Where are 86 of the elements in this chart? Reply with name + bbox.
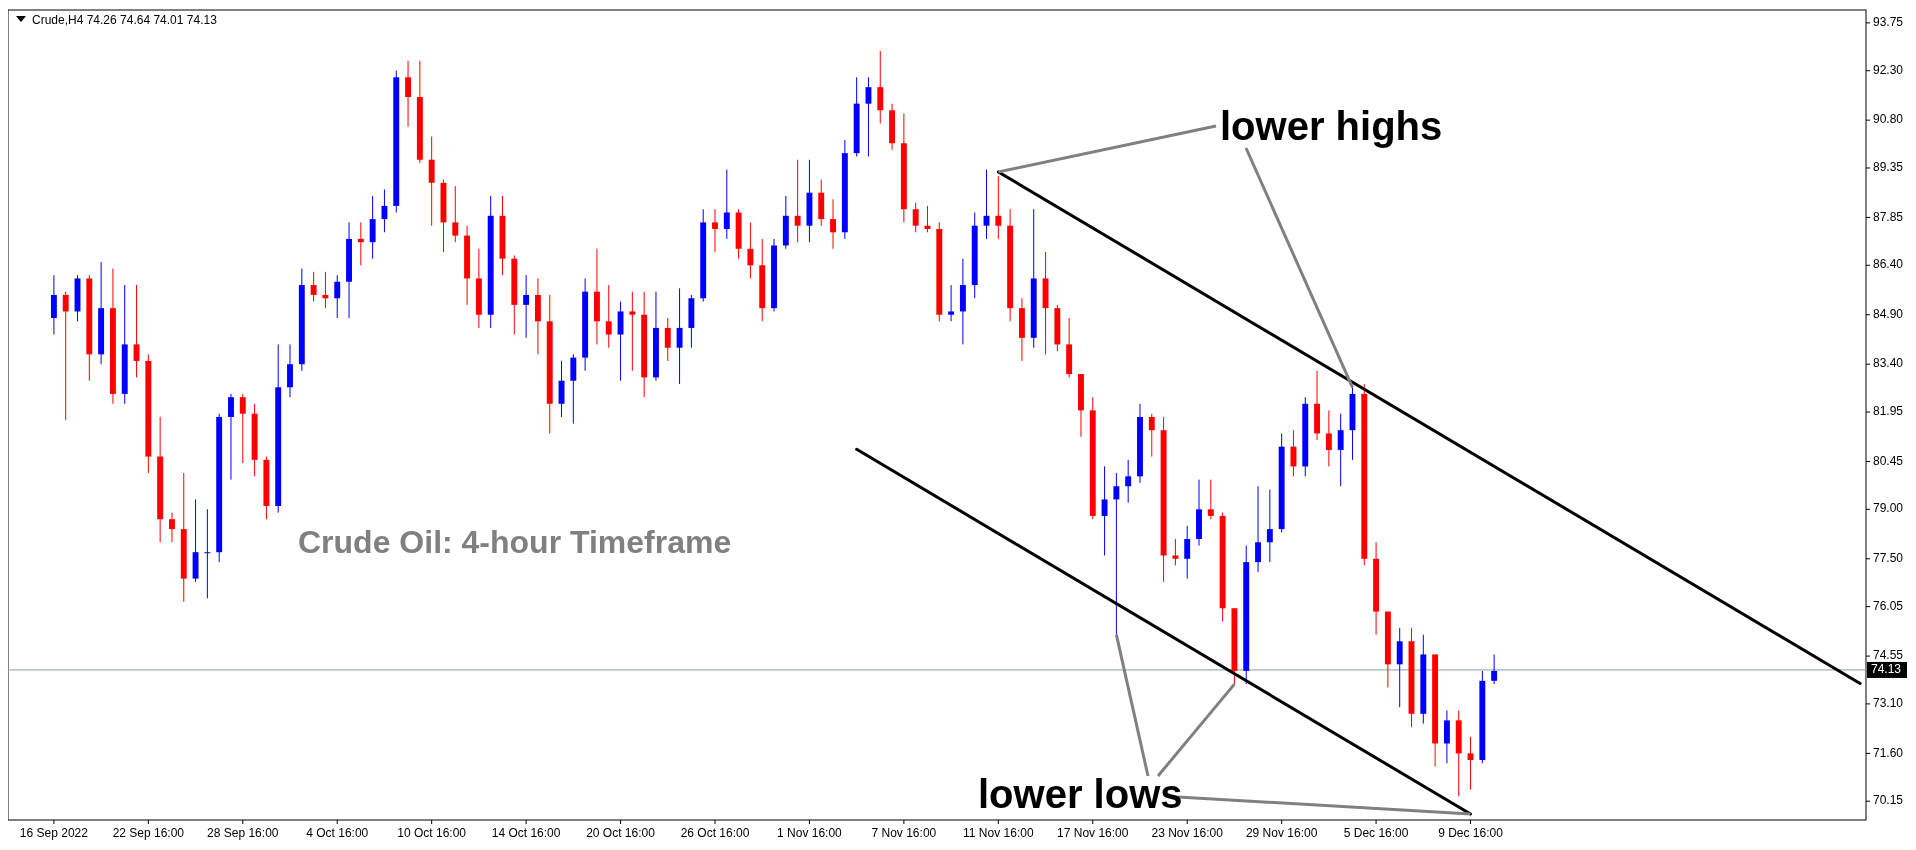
x-tick-label: 20 Oct 16:00: [586, 826, 656, 840]
y-tick-label: 73.10: [1873, 696, 1904, 711]
y-tick-label: 89.35: [1873, 160, 1904, 175]
candlestick: [995, 175, 1002, 240]
candlestick: [629, 291, 636, 372]
x-tick-label: 4 Oct 16:00: [306, 826, 369, 840]
candlestick: [1491, 653, 1498, 685]
annotation: lower highs: [1220, 104, 1443, 148]
annotation: lower lows: [978, 772, 1183, 816]
candlestick: [1290, 429, 1297, 477]
y-tick-label: 81.95: [1873, 404, 1904, 419]
x-tick-label: 26 Oct 16:00: [680, 826, 750, 840]
x-tick-label: 14 Oct 16:00: [491, 826, 561, 840]
candlestick: [1207, 479, 1214, 520]
candlestick: [1266, 489, 1273, 563]
candlestick: [1148, 413, 1155, 458]
x-tick-label: 22 Sep 16:00: [112, 826, 185, 840]
candlestick: [239, 393, 246, 464]
y-tick-label: 79.00: [1873, 501, 1904, 516]
candlestick: [1113, 472, 1120, 636]
annotation: Crude,H4 74.26 74.64 74.01 74.13: [32, 13, 218, 27]
candlestick: [877, 50, 884, 124]
y-tick-label: 84.90: [1873, 306, 1904, 321]
candlestick: [1101, 465, 1108, 556]
candlestick: [605, 284, 612, 349]
candlestick: [334, 274, 341, 319]
x-tick-label: 10 Oct 16:00: [397, 826, 467, 840]
y-tick-label: 76.05: [1873, 598, 1904, 613]
candlestick: [712, 208, 718, 253]
x-tick-label: 5 Dec 16:00: [1343, 826, 1409, 840]
candlestick: [912, 202, 919, 233]
candlestick: [830, 198, 836, 250]
candlestick: [723, 169, 730, 240]
candlestick: [357, 221, 364, 266]
y-tick-label: 83.40: [1873, 356, 1904, 371]
candlestick: [794, 159, 801, 243]
candlestick: [62, 291, 69, 421]
y-tick-label: 70.15: [1873, 793, 1904, 808]
candlestick: [169, 512, 175, 543]
candlestick: [50, 274, 57, 336]
candlestick: [1172, 538, 1179, 566]
candlestick: [1443, 710, 1450, 764]
candlestick: [570, 353, 577, 425]
candlestick: [1325, 409, 1332, 467]
candlestick: [1396, 627, 1403, 708]
candlestick: [523, 274, 530, 339]
candlestick: [369, 195, 376, 260]
candlestick: [1467, 736, 1474, 791]
y-tick-label: 80.45: [1873, 453, 1904, 468]
x-tick-label: 7 Nov 16:00: [871, 826, 937, 840]
candlestick: [676, 287, 683, 385]
y-tick-label: 86.40: [1873, 257, 1904, 272]
candlestick: [287, 343, 293, 398]
candlestick: [1125, 459, 1132, 504]
x-tick-label: 29 Nov 16:00: [1245, 826, 1318, 840]
candlestick: [228, 393, 234, 481]
candlestick: [747, 221, 754, 279]
candlestick: [405, 60, 412, 128]
y-tick-label: 92.30: [1873, 62, 1904, 77]
y-tick-label: 77.50: [1873, 550, 1904, 565]
y-tick-label: 93.75: [1873, 15, 1904, 30]
candlestick: [204, 508, 211, 599]
candlestick: [948, 284, 955, 322]
y-tick-label: 74.55: [1873, 648, 1904, 663]
candlestick: [1337, 413, 1344, 487]
x-tick-label: 1 Nov 16:00: [777, 826, 843, 840]
y-tick-label: 87.85: [1873, 209, 1904, 224]
ref-line-label: 74.13: [1871, 662, 1902, 677]
x-tick-label: 9 Dec 16:00: [1438, 826, 1504, 840]
candlestick: [1184, 525, 1191, 580]
candlestick: [381, 188, 388, 233]
candlestick: [617, 301, 624, 382]
annotation: Crude Oil: 4-hour Timeframe: [298, 524, 732, 560]
candlestick: [428, 136, 435, 227]
x-tick-label: 28 Sep 16:00: [207, 826, 279, 840]
candlestick: [452, 185, 459, 243]
x-tick-label: 11 Nov 16:00: [963, 826, 1034, 840]
y-tick-label: 90.80: [1873, 112, 1904, 127]
x-tick-label: 23 Nov 16:00: [1151, 826, 1224, 840]
candlestick: [322, 271, 329, 309]
x-tick-label: 17 Nov 16:00: [1057, 826, 1129, 840]
candlestick: [1255, 485, 1261, 573]
candlestick: [664, 317, 671, 362]
y-tick-label: 71.60: [1873, 745, 1904, 760]
candlestick: [310, 271, 317, 303]
x-tick-label: 16 Sep 2022: [19, 826, 89, 840]
